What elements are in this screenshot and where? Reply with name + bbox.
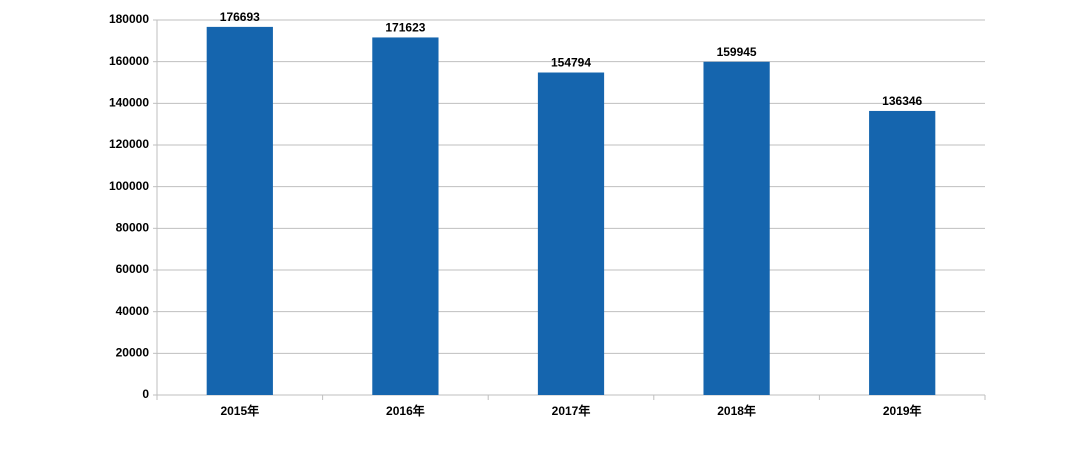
bar — [372, 37, 439, 395]
x-tick-label: 2019年 — [883, 403, 922, 418]
bar — [206, 26, 273, 395]
y-tick-label: 140000 — [109, 96, 149, 110]
y-tick-label: 60000 — [116, 262, 150, 276]
y-tick-label: 40000 — [116, 304, 150, 318]
y-tick-label: 120000 — [109, 137, 149, 151]
bar — [869, 110, 936, 395]
y-tick-label: 160000 — [109, 54, 149, 68]
bar — [703, 61, 770, 395]
y-tick-label: 0 — [142, 387, 149, 401]
data-label: 136346 — [882, 94, 922, 108]
y-tick-label: 180000 — [109, 12, 149, 26]
bar — [537, 72, 605, 395]
x-tick-label: 2016年 — [386, 403, 425, 418]
x-tick-label: 2017年 — [552, 403, 591, 418]
y-tick-label: 80000 — [116, 221, 150, 235]
y-tick-label: 20000 — [116, 346, 150, 360]
y-tick-label: 100000 — [109, 179, 149, 193]
data-label: 154794 — [551, 56, 591, 70]
x-tick-label: 2015年 — [220, 403, 259, 418]
data-label: 159945 — [717, 45, 757, 59]
data-label: 171623 — [385, 21, 425, 35]
x-tick-label: 2018年 — [717, 403, 756, 418]
data-label: 176693 — [220, 10, 260, 24]
